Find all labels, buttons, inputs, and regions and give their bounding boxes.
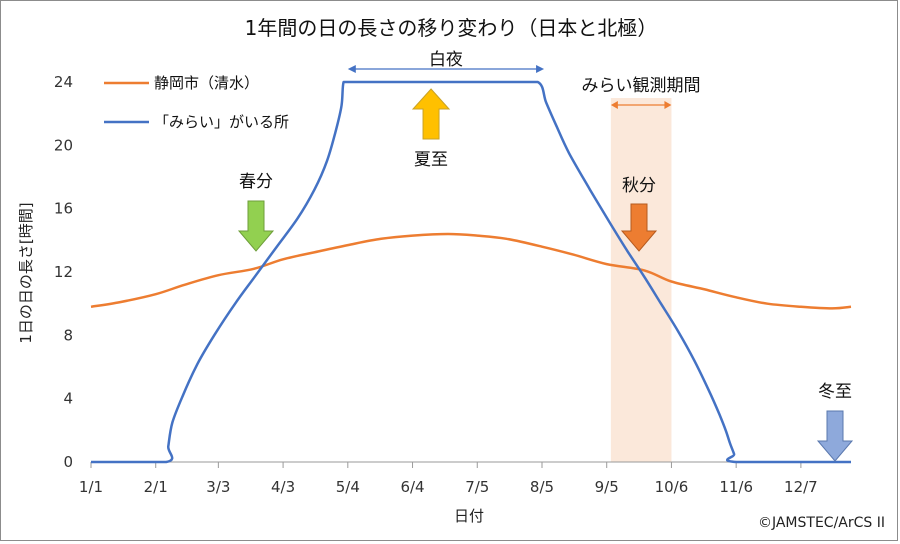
y-axis: 0 4 8 12 16 20 24 — [54, 73, 851, 471]
credit-text: ©JAMSTEC/ArCS II — [758, 515, 885, 531]
observation-period-band — [610, 98, 672, 462]
series-line-mirai — [91, 80, 851, 464]
bracket-arrowhead-left — [610, 101, 618, 109]
chart-title: 1年間の日の長さの移り変わり（日本と北極） — [245, 16, 658, 40]
y-tick-label: 12 — [54, 263, 73, 281]
legend: 静岡市（清水） 「みらい」がいる所 — [104, 74, 289, 131]
y-tick-label: 16 — [54, 200, 73, 218]
y-tick-label: 8 — [63, 326, 73, 344]
legend-label-shizuoka: 静岡市（清水） — [154, 74, 259, 92]
bracket-arrowhead-right — [664, 101, 672, 109]
bracket-arrowhead-right — [536, 65, 545, 73]
x-axis-label: 日付 — [454, 507, 484, 525]
summer-solstice-label: 夏至 — [414, 150, 448, 170]
winter-solstice-arrow-icon — [816, 410, 854, 462]
bracket-arrowhead-left — [347, 65, 356, 73]
x-tick-label: 4/3 — [271, 478, 295, 496]
x-tick-label: 3/3 — [206, 478, 230, 496]
series-line-shizuoka — [90, 232, 852, 310]
x-tick-label: 2/1 — [144, 478, 168, 496]
y-tick-label: 24 — [54, 73, 73, 91]
summer-solstice-arrow-icon — [411, 88, 451, 140]
x-tick-label: 5/4 — [336, 478, 360, 496]
x-tick-label: 11/6 — [719, 478, 753, 496]
x-tick-label: 7/5 — [465, 478, 489, 496]
legend-label-mirai: 「みらい」がいる所 — [154, 113, 289, 131]
x-tick-label: 8/5 — [530, 478, 554, 496]
y-tick-label: 0 — [63, 453, 73, 471]
observation-period-label: みらい観測期間 — [582, 76, 701, 96]
autumn-equinox-arrow-icon — [620, 203, 658, 252]
x-tick-label: 9/5 — [595, 478, 619, 496]
winter-solstice-label: 冬至 — [818, 382, 852, 402]
white-night-label: 白夜 — [429, 50, 463, 70]
series-layer — [90, 80, 852, 464]
y-axis-label: 1日の日の長さ[時間] — [17, 202, 35, 343]
x-tick-label: 10/6 — [655, 478, 689, 496]
x-axis: 1/1 2/1 3/3 4/3 5/4 6/4 7/5 8/5 9/5 10/6 11/6 12/7 — [79, 462, 818, 496]
x-tick-label: 12/7 — [784, 478, 818, 496]
autumn-equinox-label: 秋分 — [622, 176, 656, 196]
spring-equinox-label: 春分 — [239, 172, 273, 192]
y-tick-label: 4 — [63, 390, 73, 408]
y-tick-label: 20 — [54, 136, 73, 154]
x-tick-label: 1/1 — [79, 478, 103, 496]
spring-equinox-arrow-icon — [237, 200, 275, 252]
x-tick-label: 6/4 — [400, 478, 424, 496]
